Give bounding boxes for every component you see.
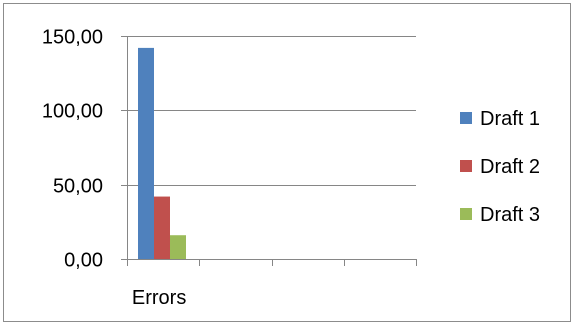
bar-draft-2 <box>154 196 170 259</box>
bar-draft-1 <box>138 47 154 259</box>
gridlines <box>127 36 416 186</box>
y-tick-label: 50,00 <box>53 176 103 198</box>
axes <box>121 36 417 266</box>
legend-swatch-draft-3 <box>460 208 472 220</box>
legend-label-draft-1: Draft 1 <box>480 108 540 130</box>
bars <box>138 47 186 259</box>
legend: Draft 1 Draft 2 Draft 3 <box>460 108 540 226</box>
y-tick-label: 100,00 <box>42 101 103 123</box>
legend-swatch-draft-2 <box>460 160 472 172</box>
y-tick-label: 0,00 <box>64 250 103 272</box>
y-tick-label: 150,00 <box>42 27 103 49</box>
x-tick-labels: Errors <box>132 287 186 309</box>
legend-swatch-draft-1 <box>460 112 472 124</box>
legend-label-draft-2: Draft 2 <box>480 156 540 178</box>
legend-label-draft-3: Draft 3 <box>480 204 540 226</box>
y-tick-labels: 0,00 50,00 100,00 150,00 <box>42 27 103 272</box>
x-tick-label: Errors <box>132 287 186 309</box>
bar-draft-3 <box>170 235 186 259</box>
chart-frame <box>3 3 571 322</box>
